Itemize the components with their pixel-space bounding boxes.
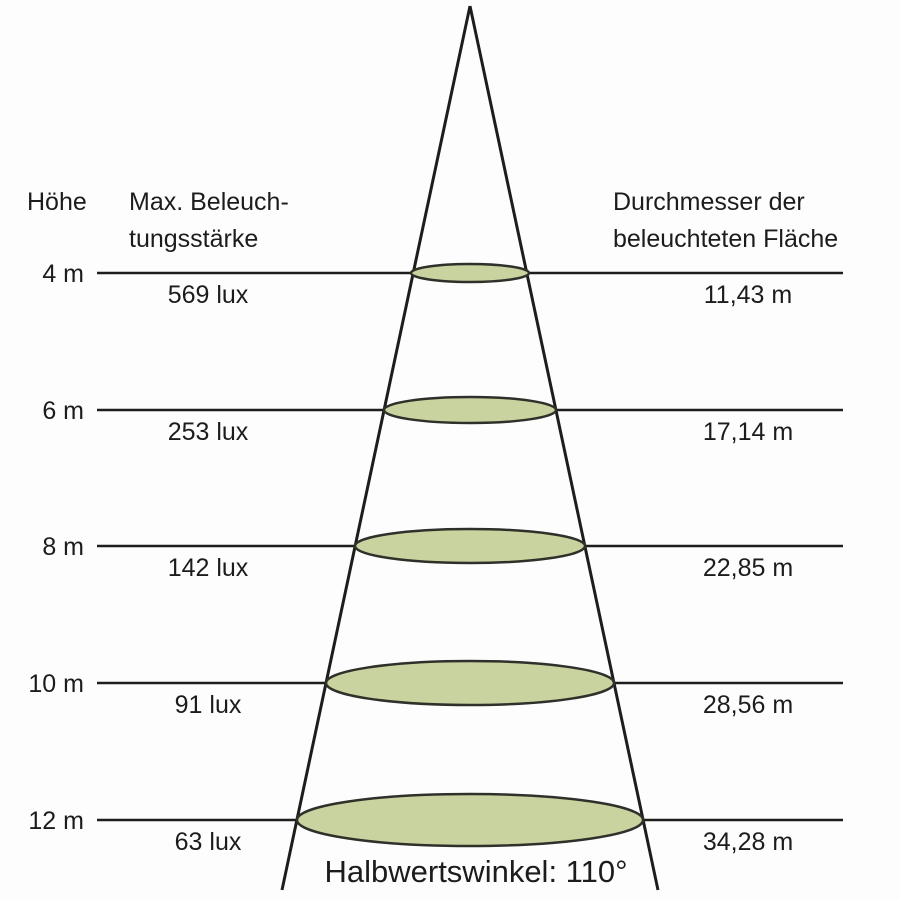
illuminated-area-ellipse <box>353 527 587 565</box>
beam-angle-label: Halbwertswinkel: 110° <box>324 854 627 889</box>
illuminance-value: 63 lux <box>175 828 242 856</box>
illuminated-area-ellipse <box>324 659 616 707</box>
height-label: 12 m <box>28 807 84 835</box>
illuminance-value: 91 lux <box>175 691 242 719</box>
diameter-value: 28,56 m <box>703 691 793 719</box>
height-level-row-12m: 12 m 63 lux 34,28 m <box>28 792 843 856</box>
height-label: 8 m <box>42 533 84 561</box>
diameter-value: 17,14 m <box>703 418 793 446</box>
height-level-row-6m: 6 m 253 lux 17,14 m <box>42 395 843 446</box>
height-label: 4 m <box>42 260 84 288</box>
beam-edge-right-line <box>468 5 660 891</box>
diameter-column-header-line1: Durchmesser der <box>613 188 805 216</box>
diameter-value: 34,28 m <box>703 828 793 856</box>
illuminated-area-ellipse <box>295 792 645 848</box>
height-level-row-4m: 4 m 569 lux 11,43 m <box>42 260 843 309</box>
illuminance-value: 142 lux <box>168 554 249 582</box>
height-column-header: Höhe <box>27 188 87 216</box>
height-label: 6 m <box>42 397 84 425</box>
diameter-value: 11,43 m <box>704 281 792 309</box>
illuminance-value: 569 lux <box>168 281 249 309</box>
illuminated-area-ellipse <box>409 262 531 284</box>
height-level-row-10m: 10 m 91 lux 28,56 m <box>28 659 843 719</box>
illuminance-column-header-line2: tungsstärke <box>129 225 258 253</box>
illuminance-value: 253 lux <box>168 418 249 446</box>
illuminance-column-header-line1: Max. Beleuch- <box>129 188 289 216</box>
illuminated-area-ellipse <box>382 395 558 425</box>
height-label: 10 m <box>28 670 84 698</box>
diameter-value: 22,85 m <box>703 554 793 582</box>
beam-edge-left-line <box>280 5 472 891</box>
height-level-row-8m: 8 m 142 lux 22,85 m <box>42 527 843 582</box>
diameter-column-header-line2: beleuchteten Fläche <box>613 225 838 253</box>
